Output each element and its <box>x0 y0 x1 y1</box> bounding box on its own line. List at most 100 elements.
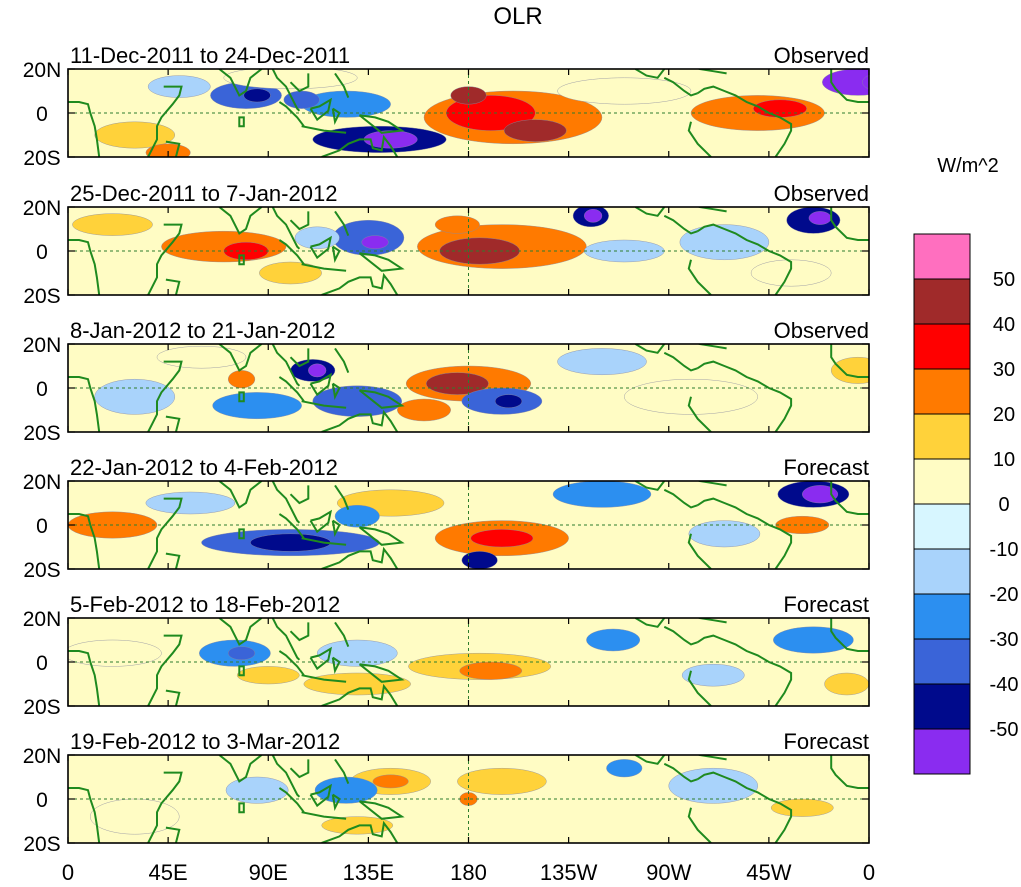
coastline <box>697 497 793 569</box>
coastline <box>830 755 869 789</box>
colorbar-swatch <box>913 548 971 595</box>
anomaly-blob <box>156 346 247 369</box>
coastline <box>218 344 263 372</box>
coastline <box>309 235 333 260</box>
coastline <box>634 207 666 217</box>
coastline <box>278 239 305 265</box>
x-tick-label: 135E <box>343 860 394 885</box>
colorbar-swatch <box>913 413 971 460</box>
coastline <box>218 207 263 235</box>
x-axis: 0 45E 90E 135E 180 135W 90W 45W 0 <box>62 860 875 885</box>
coastline <box>301 125 347 134</box>
anomaly-blob <box>668 768 758 804</box>
anomaly-blob <box>223 69 358 89</box>
region-box <box>238 254 245 266</box>
anomaly-blob <box>688 520 761 548</box>
coastline <box>358 526 405 546</box>
panel-period: 5-Feb-2012 to 18-Feb-2012 <box>70 592 340 617</box>
panel-period: 8-Jan-2012 to 21-Jan-2012 <box>70 318 335 343</box>
coastline <box>147 497 183 569</box>
coastline <box>358 252 405 272</box>
anomaly-blob <box>557 77 692 105</box>
coastline <box>289 485 310 505</box>
coastline <box>301 537 347 546</box>
anomaly-blob <box>236 666 300 685</box>
colorbar-swatch <box>913 368 971 415</box>
region-box <box>238 802 245 814</box>
coastline <box>830 207 869 241</box>
coastline <box>696 344 727 350</box>
anomaly-blob <box>72 213 153 236</box>
x-tick-label: 90W <box>646 860 691 885</box>
coastline <box>309 97 333 122</box>
panel-1: 20N 0 20S 11-Dec-2011 to 24-Dec-2011 Observe… <box>23 43 870 170</box>
coastline <box>358 114 405 134</box>
anomaly-blob <box>822 69 869 96</box>
y-tick-label: 0 <box>36 241 48 264</box>
anomaly-blob <box>586 628 641 652</box>
coastline <box>331 793 341 811</box>
x-tick-label: 0 <box>863 860 875 885</box>
panel-kind: Forecast <box>783 592 869 617</box>
colorbar-units: W/m^2 <box>937 155 999 177</box>
coastline <box>321 272 399 295</box>
y-tick-label: 20N <box>23 608 62 631</box>
coastline <box>68 101 101 157</box>
coastline <box>301 263 347 272</box>
coastline <box>68 376 101 432</box>
coastline <box>271 755 301 798</box>
panel-period: 11-Dec-2011 to 24-Dec-2011 <box>70 43 350 68</box>
anomaly-blob <box>68 639 162 667</box>
coastline <box>301 811 347 820</box>
colorbar-label: 10 <box>993 449 1015 471</box>
anomaly-blob <box>459 661 523 680</box>
region-box <box>238 116 245 128</box>
anomaly-blob <box>802 485 839 504</box>
panel-4: 20N 0 20S 22-Jan-2012 to 4-Feb-2012 Forecast <box>23 455 870 582</box>
colorbar-label: -30 <box>990 629 1019 651</box>
y-tick-label: 0 <box>36 652 48 675</box>
anomaly-blob <box>372 774 409 789</box>
anomaly-blob <box>308 363 327 378</box>
coastline <box>663 351 699 372</box>
colorbar-label: 50 <box>993 269 1015 291</box>
coastline <box>165 415 181 432</box>
coastline <box>165 826 181 843</box>
anomaly-blob <box>250 533 331 552</box>
colorbar-swatch <box>913 278 971 325</box>
panel-2: 20N 0 20S 25-Dec-2011 to 7-Jan-2012 Observed <box>23 181 870 308</box>
x-tick-label: 0 <box>62 860 74 885</box>
y-tick-label: 20S <box>23 285 60 308</box>
coastline <box>271 69 301 112</box>
colorbar-label: -50 <box>990 719 1019 741</box>
panel-period: 22-Jan-2012 to 4-Feb-2012 <box>70 455 338 480</box>
x-tick-label: 45E <box>149 860 188 885</box>
coastline <box>697 223 793 295</box>
colorbar-swatch <box>913 323 971 370</box>
colorbar-label: 30 <box>993 359 1015 381</box>
coastline <box>634 481 666 491</box>
coastline <box>663 625 699 646</box>
coastline <box>309 509 333 534</box>
coastline <box>331 382 341 400</box>
coastline <box>278 513 305 539</box>
anomaly-blob <box>503 119 567 142</box>
panel-kind: Observed <box>774 181 869 206</box>
coastline <box>331 107 341 125</box>
coastline <box>358 800 405 820</box>
anomaly-blob <box>494 394 523 409</box>
coastline <box>301 674 347 683</box>
anomaly-blob <box>397 398 451 422</box>
anomaly-blob <box>434 215 480 234</box>
colorbar-label: -10 <box>990 539 1019 561</box>
anomaly-blob <box>334 505 380 528</box>
coastline <box>289 348 310 368</box>
anomaly-blob <box>461 551 498 569</box>
coastline <box>696 755 727 761</box>
coastline <box>697 771 793 843</box>
coastline <box>697 360 793 432</box>
coastline <box>696 481 727 487</box>
coastline <box>687 533 712 569</box>
coastline <box>301 400 347 409</box>
coastline <box>321 546 399 569</box>
